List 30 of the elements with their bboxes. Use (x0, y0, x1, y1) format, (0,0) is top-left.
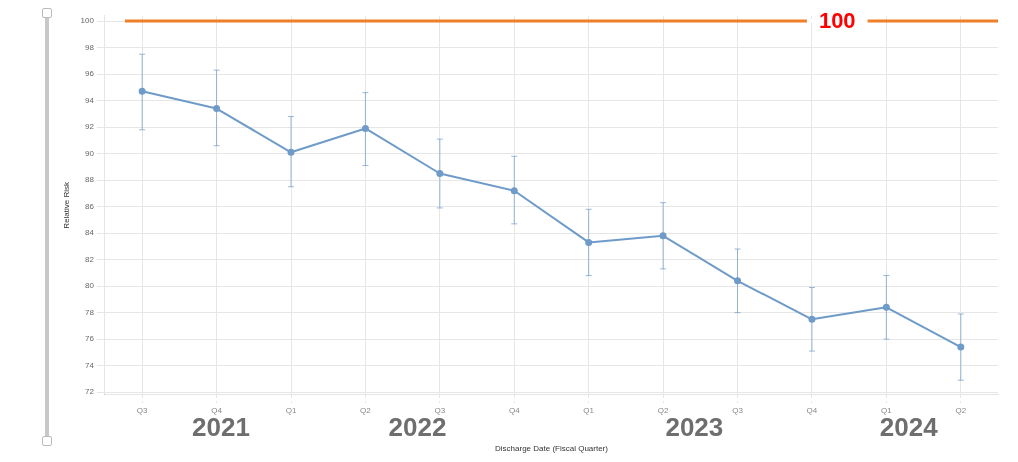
y-tick-label: 84 (85, 228, 95, 238)
x-tick-label: Q1 (583, 405, 595, 415)
y-tick-label: 90 (85, 148, 95, 158)
y-tick-label: 80 (85, 281, 95, 291)
y-tick-label: 88 (85, 175, 95, 185)
x-tick-label: Q3 (434, 405, 446, 415)
x-tick-label: Q4 (211, 405, 223, 415)
x-tick-label: Q1 (881, 405, 893, 415)
y-tick-label: 96 (85, 69, 95, 79)
y-tick-label: 94 (85, 95, 95, 105)
y-tick-label: 92 (85, 122, 95, 132)
y-tick-label: 78 (85, 307, 95, 317)
x-tick-label: Q3 (732, 405, 744, 415)
x-tick-label: Q4 (508, 405, 521, 415)
x-tick-label: Q4 (806, 405, 818, 415)
y-tick-label: 98 (85, 42, 95, 52)
y-tick-label: 74 (85, 360, 95, 370)
x-tick-label: Q3 (136, 405, 149, 415)
ref-line-label: 100 (818, 8, 856, 34)
x-tick-label: Q1 (285, 405, 297, 415)
y-tick-label: 82 (85, 254, 95, 264)
x-tick-label: Q2 (955, 405, 967, 415)
x-axis-title: Discharge Date (Fiscal Quarter) (495, 444, 609, 454)
x-tick-label: Q2 (657, 405, 669, 415)
y-tick-label: 76 (85, 334, 95, 344)
y-axis-title: Relative Risk (62, 180, 71, 229)
y-tick-label: 86 (85, 201, 95, 211)
x-tick-label: Q2 (360, 405, 372, 415)
y-tick-label: 100 (80, 16, 95, 26)
y-tick-label: 72 (85, 387, 95, 397)
